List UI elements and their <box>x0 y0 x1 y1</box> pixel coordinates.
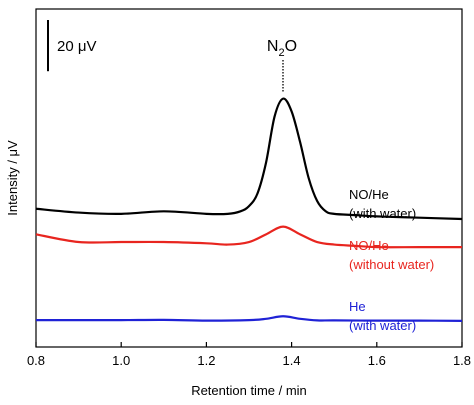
x-tick-label: 1.8 <box>453 353 471 368</box>
x-tick-label: 1.0 <box>112 353 130 368</box>
series-label-nohe-without-water: NO/He (without water) <box>349 238 434 272</box>
series-label-line1: He <box>349 299 366 314</box>
peak-label: N2O <box>267 38 297 59</box>
series-label-line1: NO/He <box>349 187 389 202</box>
series-lines <box>35 97 463 322</box>
plot-frame <box>35 8 463 348</box>
series-label-nohe-with-water: NO/He (with water) <box>349 187 416 221</box>
series-label-line1: NO/He <box>349 238 389 253</box>
series-line-2 <box>36 315 463 322</box>
series-line-1 <box>35 225 462 249</box>
scale-bar-label: 20 μV <box>57 38 97 55</box>
x-tick-label: 1.2 <box>197 353 215 368</box>
x-axis-ticks: 0.8 1.0 1.2 1.4 1.6 1.8 <box>27 342 471 368</box>
series-label-line2: (without water) <box>349 257 434 272</box>
x-tick-label: 1.6 <box>368 353 386 368</box>
series-line-0 <box>35 97 463 221</box>
series-label-line2: (with water) <box>349 206 416 221</box>
x-tick-label: 1.4 <box>283 353 301 368</box>
series-label-line2: (with water) <box>349 318 416 333</box>
x-tick-label: 0.8 <box>27 353 45 368</box>
y-axis-label: Intensity / μV <box>5 140 20 216</box>
x-axis-label: Retention time / min <box>191 383 307 398</box>
series-label-he-with-water: He (with water) <box>349 299 416 333</box>
